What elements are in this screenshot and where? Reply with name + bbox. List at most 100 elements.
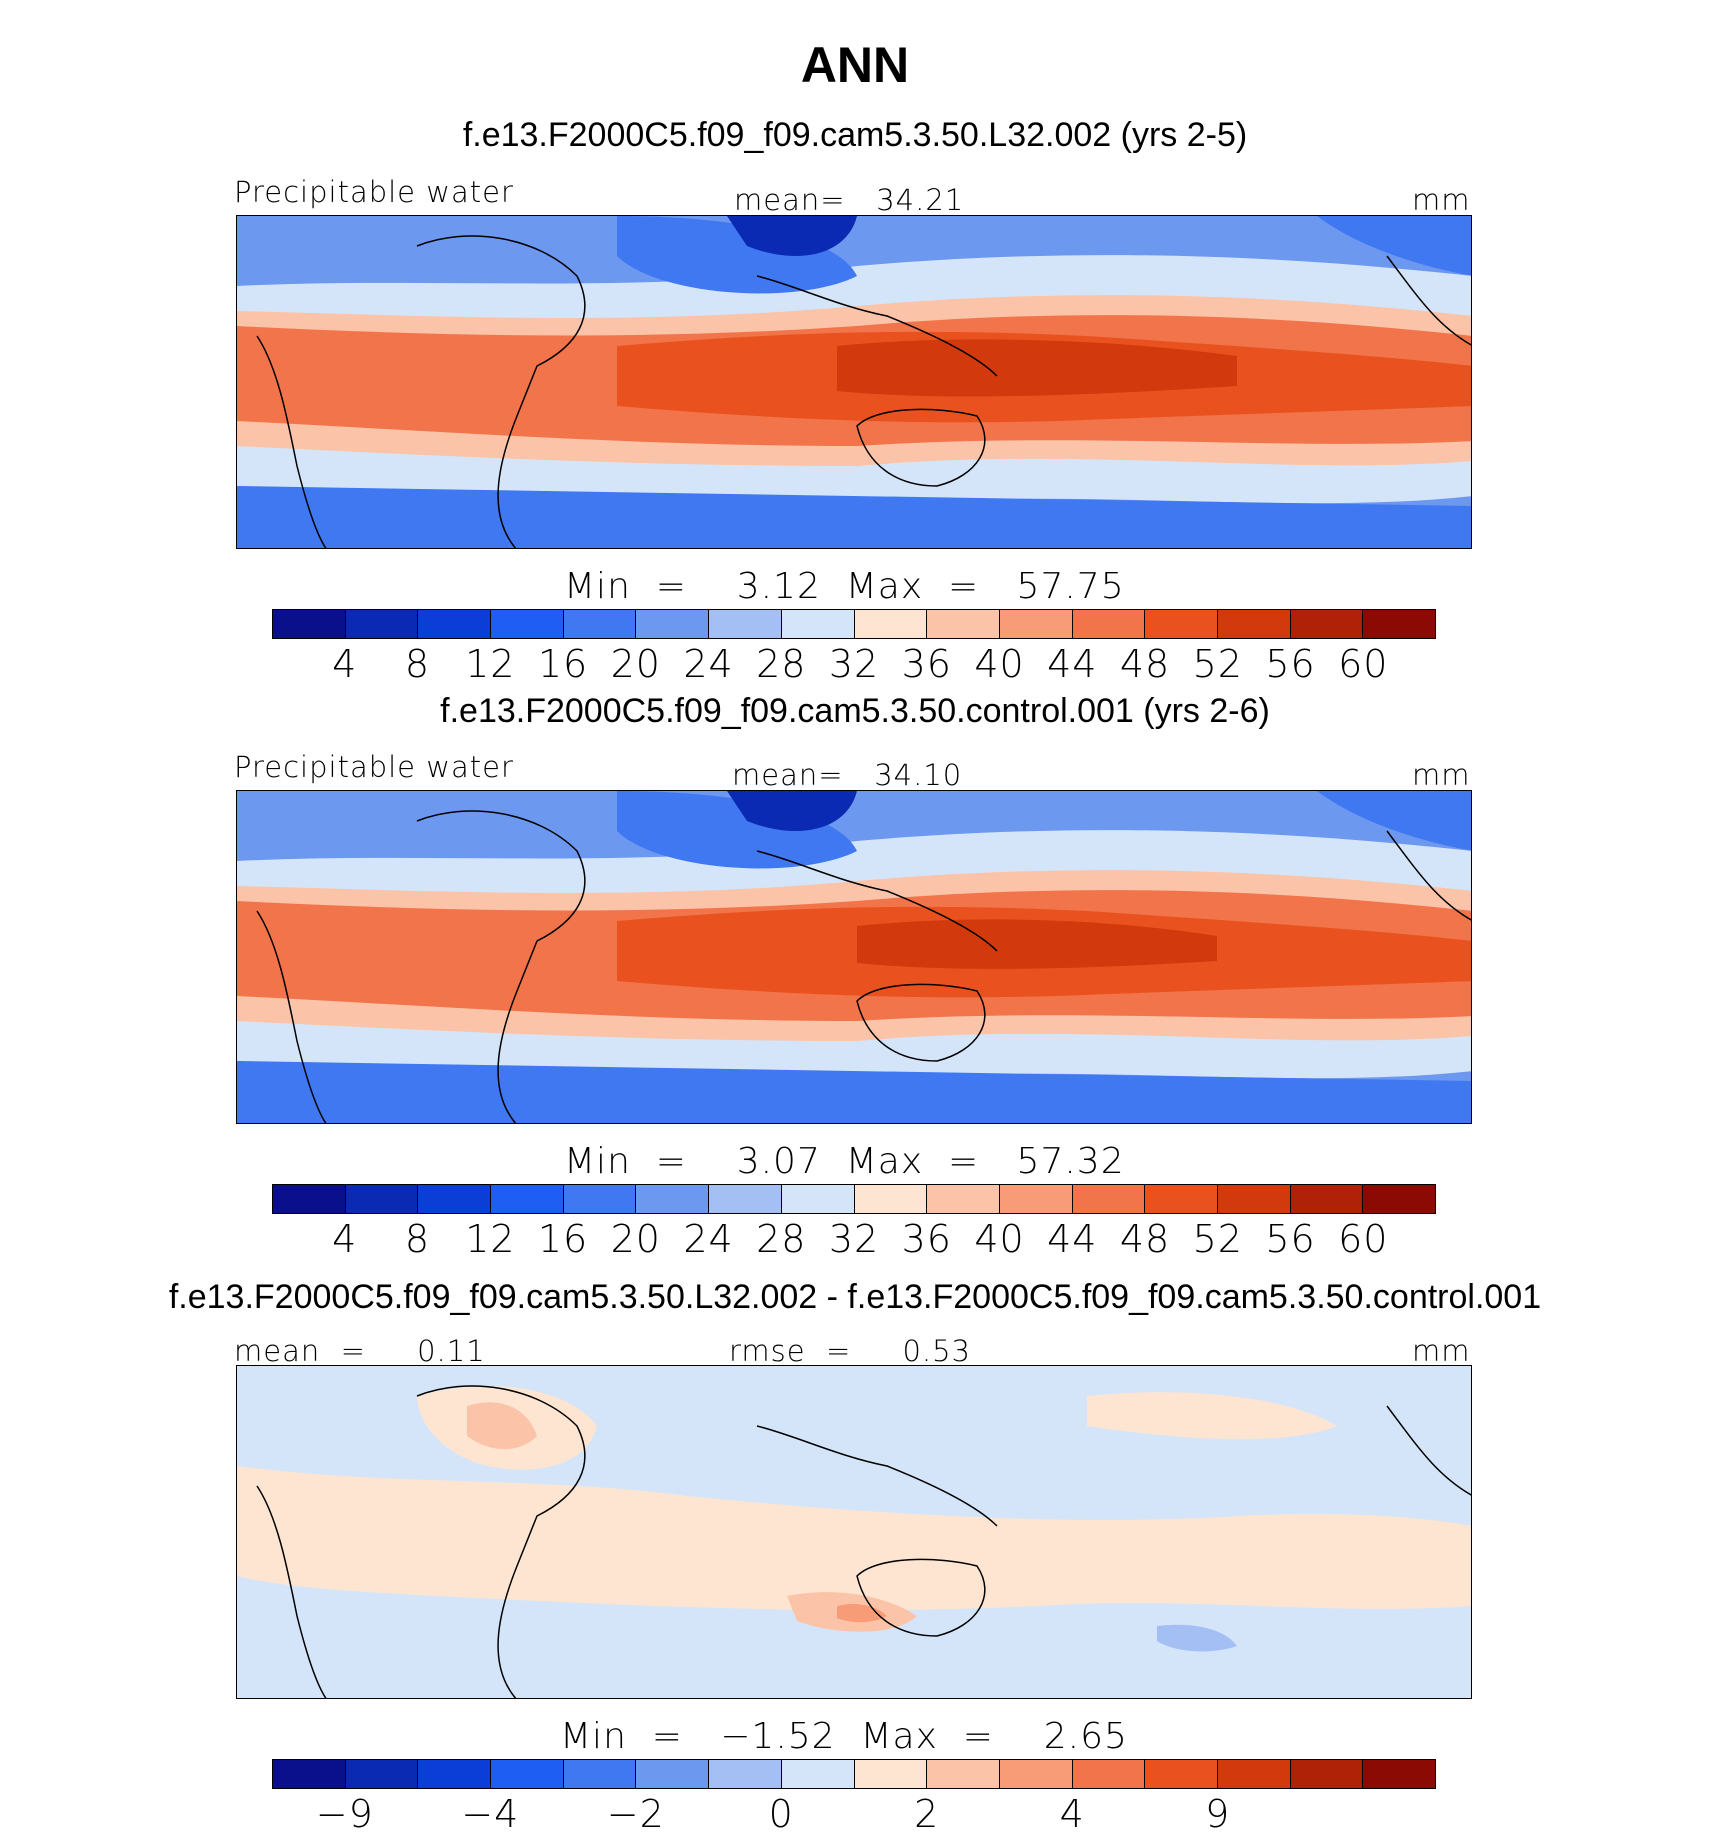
colorbar-swatch bbox=[345, 1185, 419, 1213]
colorbar-tick-label: −4 bbox=[461, 1792, 520, 1836]
colorbar-swatch bbox=[563, 1185, 637, 1213]
colorbar-tick-label: 16 bbox=[537, 1217, 589, 1261]
colorbar-swatch bbox=[781, 1185, 855, 1213]
colorbar-swatch bbox=[709, 1760, 782, 1788]
colorbar-swatch bbox=[345, 1760, 419, 1788]
colorbar-tick-label: 40 bbox=[974, 642, 1025, 686]
colorbar-tick-label: 4 bbox=[332, 642, 358, 686]
colorbar-swatch bbox=[1290, 1760, 1364, 1788]
panel-1-min-max: Min = 3.12 Max = 57.75 bbox=[564, 566, 1125, 607]
colorbar-swatch bbox=[1072, 610, 1146, 638]
colorbar-tick-label: 60 bbox=[1338, 1217, 1389, 1261]
panel-2-variable-label: Precipitable water bbox=[234, 750, 514, 784]
colorbar-tick-label: 8 bbox=[404, 642, 431, 686]
colorbar-tick-label: 60 bbox=[1338, 642, 1389, 686]
colorbar-tick-label: 40 bbox=[974, 1217, 1025, 1261]
panel-3-mean-label: mean = 0.11 bbox=[234, 1334, 486, 1368]
colorbar-swatch bbox=[273, 1185, 346, 1213]
panel-1-units: mm bbox=[1412, 183, 1471, 217]
colorbar-tick-label: 56 bbox=[1265, 642, 1316, 686]
colorbar-swatch bbox=[927, 1185, 1000, 1213]
colorbar-swatch bbox=[1290, 610, 1364, 638]
panel-2-colorbar-ticks: 4 8 12 16 20 24 28 32 36 40 44 48 52 56 60 bbox=[0, 1217, 1710, 1261]
colorbar-tick-label: 9 bbox=[1205, 1792, 1231, 1836]
panel-2-mean-label: mean= 34.10 bbox=[732, 758, 963, 792]
colorbar-tick-label: 44 bbox=[1047, 1217, 1098, 1261]
colorbar-tick-label: 48 bbox=[1119, 1217, 1171, 1261]
panel-2-map bbox=[236, 790, 1472, 1124]
panel-3-min-max: Min = −1.52 Max = 2.65 bbox=[560, 1716, 1128, 1757]
colorbar-swatch bbox=[1072, 1760, 1146, 1788]
colorbar-tick-label: 12 bbox=[465, 642, 516, 686]
panel-1-colorbar-ticks: 4 8 12 16 20 24 28 32 36 40 44 48 52 56 60 bbox=[0, 642, 1710, 686]
colorbar-tick-label: 44 bbox=[1047, 642, 1098, 686]
colorbar-tick-label: 32 bbox=[828, 642, 880, 686]
colorbar-swatch bbox=[709, 1185, 782, 1213]
colorbar-swatch bbox=[1290, 1185, 1364, 1213]
panel-2-case-title: f.e13.F2000C5.f09_f09.cam5.3.50.control.… bbox=[440, 692, 1270, 730]
colorbar-swatch bbox=[1363, 1185, 1435, 1213]
panel-1-colorbar bbox=[272, 609, 1436, 639]
colorbar-tick-label: 8 bbox=[404, 1217, 431, 1261]
colorbar-swatch bbox=[563, 1760, 637, 1788]
colorbar-tick-label: 24 bbox=[683, 1217, 734, 1261]
panel-3-colorbar bbox=[272, 1759, 1436, 1789]
colorbar-swatch bbox=[709, 610, 782, 638]
colorbar-swatch bbox=[781, 610, 855, 638]
colorbar-swatch bbox=[781, 1760, 855, 1788]
colorbar-tick-label: 2 bbox=[914, 1792, 940, 1836]
colorbar-swatch bbox=[999, 1760, 1073, 1788]
colorbar-tick-label: 0 bbox=[768, 1792, 794, 1836]
panel-2-colorbar bbox=[272, 1184, 1436, 1214]
colorbar-swatch bbox=[563, 610, 637, 638]
panel-1-mean-label: mean= 34.21 bbox=[734, 183, 965, 217]
colorbar-tick-label: 52 bbox=[1192, 1217, 1243, 1261]
colorbar-swatch bbox=[491, 1185, 564, 1213]
colorbar-tick-label: 36 bbox=[901, 642, 952, 686]
panel-1-case-title: f.e13.F2000C5.f09_f09.cam5.3.50.L32.002 … bbox=[462, 116, 1248, 154]
colorbar-swatch bbox=[345, 610, 419, 638]
panel-3-units: mm bbox=[1412, 1334, 1471, 1368]
colorbar-tick-label: 36 bbox=[901, 1217, 952, 1261]
panel-3-case-title: f.e13.F2000C5.f09_f09.cam5.3.50.L32.002 … bbox=[168, 1278, 1542, 1316]
colorbar-swatch bbox=[418, 1760, 492, 1788]
colorbar-tick-label: 52 bbox=[1192, 642, 1243, 686]
colorbar-tick-label: 28 bbox=[756, 642, 807, 686]
colorbar-swatch bbox=[636, 1760, 710, 1788]
colorbar-tick-label: 12 bbox=[465, 1217, 516, 1261]
colorbar-tick-label: −2 bbox=[606, 1792, 665, 1836]
colorbar-swatch bbox=[999, 610, 1073, 638]
colorbar-tick-label: 48 bbox=[1119, 642, 1171, 686]
panel-3-rmse-label: rmse = 0.53 bbox=[729, 1334, 972, 1368]
colorbar-swatch bbox=[1217, 1185, 1291, 1213]
colorbar-swatch bbox=[491, 1760, 564, 1788]
colorbar-swatch bbox=[636, 1185, 710, 1213]
colorbar-tick-label: −9 bbox=[315, 1792, 374, 1836]
colorbar-swatch bbox=[999, 1185, 1073, 1213]
colorbar-swatch bbox=[927, 1760, 1000, 1788]
panel-3-map bbox=[236, 1365, 1472, 1699]
colorbar-swatch bbox=[1363, 1760, 1435, 1788]
colorbar-tick-label: 20 bbox=[610, 642, 661, 686]
colorbar-swatch bbox=[491, 610, 564, 638]
panel-1-map bbox=[236, 215, 1472, 549]
colorbar-swatch bbox=[927, 610, 1000, 638]
colorbar-swatch bbox=[854, 1185, 928, 1213]
colorbar-tick-label: 4 bbox=[332, 1217, 358, 1261]
panel-1-variable-label: Precipitable water bbox=[234, 175, 514, 209]
colorbar-swatch bbox=[854, 1760, 928, 1788]
colorbar-swatch bbox=[273, 610, 346, 638]
colorbar-tick-label: 24 bbox=[683, 642, 734, 686]
main-title: ANN bbox=[800, 37, 910, 93]
panel-2-min-max: Min = 3.07 Max = 57.32 bbox=[564, 1141, 1125, 1182]
colorbar-swatch bbox=[1072, 1185, 1146, 1213]
colorbar-swatch bbox=[1217, 610, 1291, 638]
colorbar-tick-label: 4 bbox=[1059, 1792, 1085, 1836]
colorbar-swatch bbox=[1145, 1760, 1218, 1788]
colorbar-swatch bbox=[273, 1760, 346, 1788]
colorbar-swatch bbox=[418, 1185, 492, 1213]
colorbar-swatch bbox=[1217, 1760, 1291, 1788]
colorbar-swatch bbox=[418, 610, 492, 638]
panel-2-units: mm bbox=[1412, 758, 1471, 792]
colorbar-swatch bbox=[1145, 1185, 1218, 1213]
